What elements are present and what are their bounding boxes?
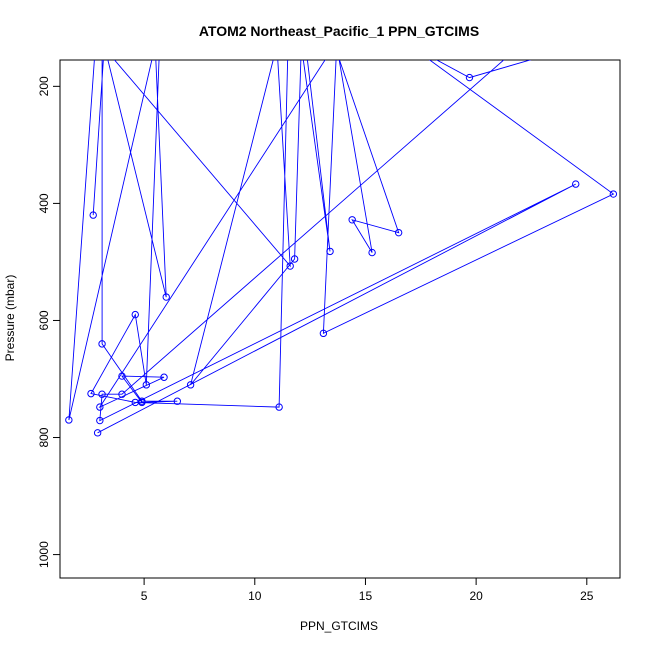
data-point xyxy=(98,390,106,398)
data-point xyxy=(98,340,106,348)
data-point xyxy=(65,416,73,424)
data-point xyxy=(173,397,182,405)
data-point xyxy=(275,403,283,411)
x-tick-label: 15 xyxy=(359,589,373,603)
data-point xyxy=(118,372,126,380)
x-axis-label: PPN_GTCIMS xyxy=(300,619,378,633)
y-axis: 200 400 600 800 1000 xyxy=(37,76,60,568)
data-point xyxy=(96,416,104,425)
y-axis-label: Pressure (mbar) xyxy=(3,275,17,362)
x-axis: 5 10 15 20 25 xyxy=(141,578,594,603)
data-point xyxy=(87,389,95,398)
data-point xyxy=(142,381,151,389)
data-point xyxy=(394,228,403,237)
data-point xyxy=(89,211,97,219)
chart-title: ATOM2 Northeast_Pacific_1 PPN_GTCIMS xyxy=(199,23,479,39)
data-point xyxy=(572,180,580,188)
data-point xyxy=(609,190,618,198)
data-point xyxy=(186,381,195,389)
y-tick-label: 800 xyxy=(37,427,51,447)
data-point xyxy=(131,310,139,319)
x-tick-label: 5 xyxy=(141,589,148,603)
data-point xyxy=(93,429,102,437)
x-tick-label: 10 xyxy=(248,589,262,603)
data-point xyxy=(118,390,126,398)
data-point xyxy=(290,255,299,263)
x-tick-label: 25 xyxy=(580,589,594,603)
series-layer xyxy=(65,60,618,437)
y-tick-label: 400 xyxy=(37,193,51,213)
data-point xyxy=(326,247,334,256)
data-point xyxy=(96,403,104,411)
data-point xyxy=(286,262,294,270)
data-point xyxy=(368,248,376,257)
y-tick-label: 600 xyxy=(37,310,51,330)
data-point xyxy=(138,398,146,407)
y-tick-label: 1000 xyxy=(37,541,51,568)
data-point xyxy=(160,373,168,381)
data-point xyxy=(319,329,328,338)
y-tick-label: 200 xyxy=(37,76,51,96)
series-line xyxy=(68,60,615,434)
data-point xyxy=(465,73,474,82)
data-point xyxy=(348,216,356,224)
data-point xyxy=(162,293,170,301)
plot-frame xyxy=(59,59,621,579)
x-tick-label: 20 xyxy=(469,589,483,603)
